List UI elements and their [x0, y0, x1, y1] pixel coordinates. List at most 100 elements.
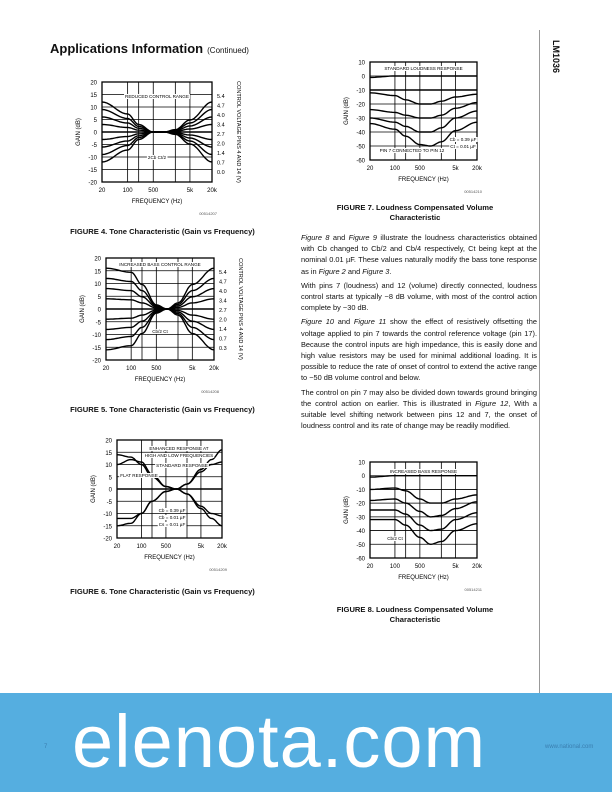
y-tick-label: -20 — [356, 103, 365, 109]
series-line — [105, 308, 215, 341]
figure-code: 00514208 — [201, 389, 220, 394]
y-tick-label: 5 — [98, 295, 102, 301]
right-tick-label: 2.7 — [219, 308, 227, 314]
watermark-banner — [0, 693, 612, 792]
annotation-label: ENHANCED RESPONSE AT — [149, 446, 208, 451]
series-line — [370, 475, 477, 478]
annotation-label: Cb = 0.39 µF — [159, 508, 186, 513]
y-tick-label: -30 — [356, 515, 365, 521]
x-tick-label: 20 — [103, 366, 110, 372]
x-axis-label: FREQUENCY (Hz) — [135, 377, 186, 383]
y-tick-label: -20 — [88, 181, 97, 187]
annotation-label: Cb/2 Ct — [387, 536, 403, 541]
x-tick-label: 20k — [217, 544, 228, 550]
x-tick-label: 500 — [415, 166, 426, 172]
figure-6-caption: FIGURE 6. Tone Characteristic (Gain vs F… — [70, 587, 255, 596]
annotation-bg — [151, 329, 170, 334]
y-axis-label: GAIN (dB) — [76, 118, 82, 146]
right-tick-label: 0.3 — [219, 346, 227, 352]
right-axis-label: CONTROL VOLTAGE PINS 4 AND 14 (V) — [235, 81, 241, 183]
y-tick-label: -10 — [88, 156, 97, 162]
y-tick-label: 10 — [94, 282, 101, 288]
figure-9-link[interactable]: Figure 9 — [348, 233, 378, 242]
y-tick-label: 15 — [94, 269, 101, 275]
x-tick-label: 500 — [151, 366, 162, 372]
figure-5-caption: FIGURE 5. Tone Characteristic (Gain vs F… — [70, 405, 255, 414]
figure-8-link[interactable]: Figure 8 — [301, 233, 330, 242]
x-axis-label: FREQUENCY (Hz) — [398, 575, 449, 581]
annotation-label: STANDARD RESPONSE — [156, 463, 208, 468]
x-tick-label: 20 — [99, 188, 106, 194]
text: and — [329, 233, 349, 242]
series-line — [370, 75, 477, 79]
series-line — [116, 458, 222, 490]
x-tick-label: 500 — [148, 188, 159, 194]
right-tick-label: 2.0 — [217, 142, 225, 148]
x-tick-label: 20k — [207, 188, 218, 194]
right-tick-label: 3.4 — [219, 299, 227, 305]
annotation-bg — [388, 469, 459, 474]
x-tick-label: 20k — [472, 166, 483, 172]
series-line — [101, 101, 213, 133]
figure-11-link[interactable]: Figure 11 — [353, 317, 387, 327]
right-tick-label: 5.4 — [219, 270, 227, 276]
annotation-label: Cb = 0.01 µF — [159, 515, 186, 520]
page-frame-right — [539, 30, 540, 735]
section-subtitle: (Continued) — [207, 46, 249, 55]
y-tick-label: 20 — [90, 81, 97, 87]
figure-code: 00514209 — [209, 567, 228, 572]
text: The control on pin 7 may also be divided… — [301, 387, 537, 408]
right-tick-label: 3.4 — [217, 123, 225, 129]
footer-url[interactable]: www.national.com — [545, 744, 594, 750]
annotation-label: HIGH AND LOW FREQUENCIES — [145, 453, 213, 458]
series-line — [370, 509, 478, 532]
x-axis-label: FREQUENCY (Hz) — [398, 177, 449, 183]
figure-3-link[interactable]: Figure 3 — [362, 266, 390, 276]
x-tick-label: 500 — [161, 544, 172, 550]
y-tick-label: 10 — [358, 61, 365, 67]
annotation-label: Ct = 0.01 µF — [450, 144, 476, 149]
x-tick-label: 20 — [367, 166, 374, 172]
right-tick-label: 4.7 — [219, 280, 227, 286]
right-tick-label: 4.0 — [217, 113, 225, 119]
x-tick-label: 5k — [189, 366, 196, 372]
right-tick-label: 2.0 — [219, 318, 227, 324]
text: and — [345, 266, 363, 276]
annotation-bg — [155, 463, 209, 468]
body-text: Figure 8 and Figure 9 illustrate the lou… — [301, 232, 537, 434]
x-axis-label: FREQUENCY (Hz) — [144, 555, 195, 561]
x-tick-label: 20 — [367, 564, 374, 570]
x-tick-label: 500 — [415, 564, 426, 570]
text: illustrate the loudness characteristics … — [301, 233, 537, 276]
y-tick-label: -20 — [103, 537, 112, 543]
figure-4-caption: FIGURE 4. Tone Characteristic (Gain vs F… — [70, 227, 255, 236]
x-tick-label: 100 — [390, 166, 401, 172]
x-tick-label: 100 — [126, 366, 137, 372]
figure-12-link[interactable]: Figure 12 — [475, 398, 509, 408]
y-tick-label: 0 — [109, 488, 113, 494]
figure-7-caption: FIGURE 7. Loudness Compensated Volume Ch… — [336, 203, 494, 222]
right-axis-label: CONTROL VOLTAGE PINS 4 AND 14 (V) — [237, 258, 243, 360]
x-tick-label: 5k — [198, 544, 205, 550]
y-axis-label: GAIN (dB) — [91, 475, 97, 503]
x-tick-label: 100 — [136, 544, 147, 550]
annotation-bg — [148, 446, 210, 451]
y-tick-label: 10 — [90, 106, 97, 112]
y-tick-label: -30 — [356, 117, 365, 123]
x-tick-label: 5k — [452, 166, 459, 172]
y-tick-label: -10 — [356, 488, 365, 494]
paragraph-2: With pins 7 (loudness) and 12 (volume) d… — [301, 280, 537, 313]
y-tick-label: 5 — [109, 475, 113, 481]
annotation-label: REDUCED CONTROL RANGE — [125, 94, 189, 99]
figure-10-link[interactable]: Figure 10 — [301, 317, 334, 327]
annotation-bg — [449, 144, 477, 149]
figure-2-link[interactable]: Figure 2 — [318, 266, 346, 276]
y-tick-label: 0 — [362, 474, 366, 480]
y-tick-label: -40 — [356, 529, 365, 535]
right-tick-label: 4.7 — [217, 104, 225, 110]
y-tick-label: -10 — [356, 89, 365, 95]
series-line — [369, 110, 478, 133]
annotation-bg — [378, 148, 446, 153]
